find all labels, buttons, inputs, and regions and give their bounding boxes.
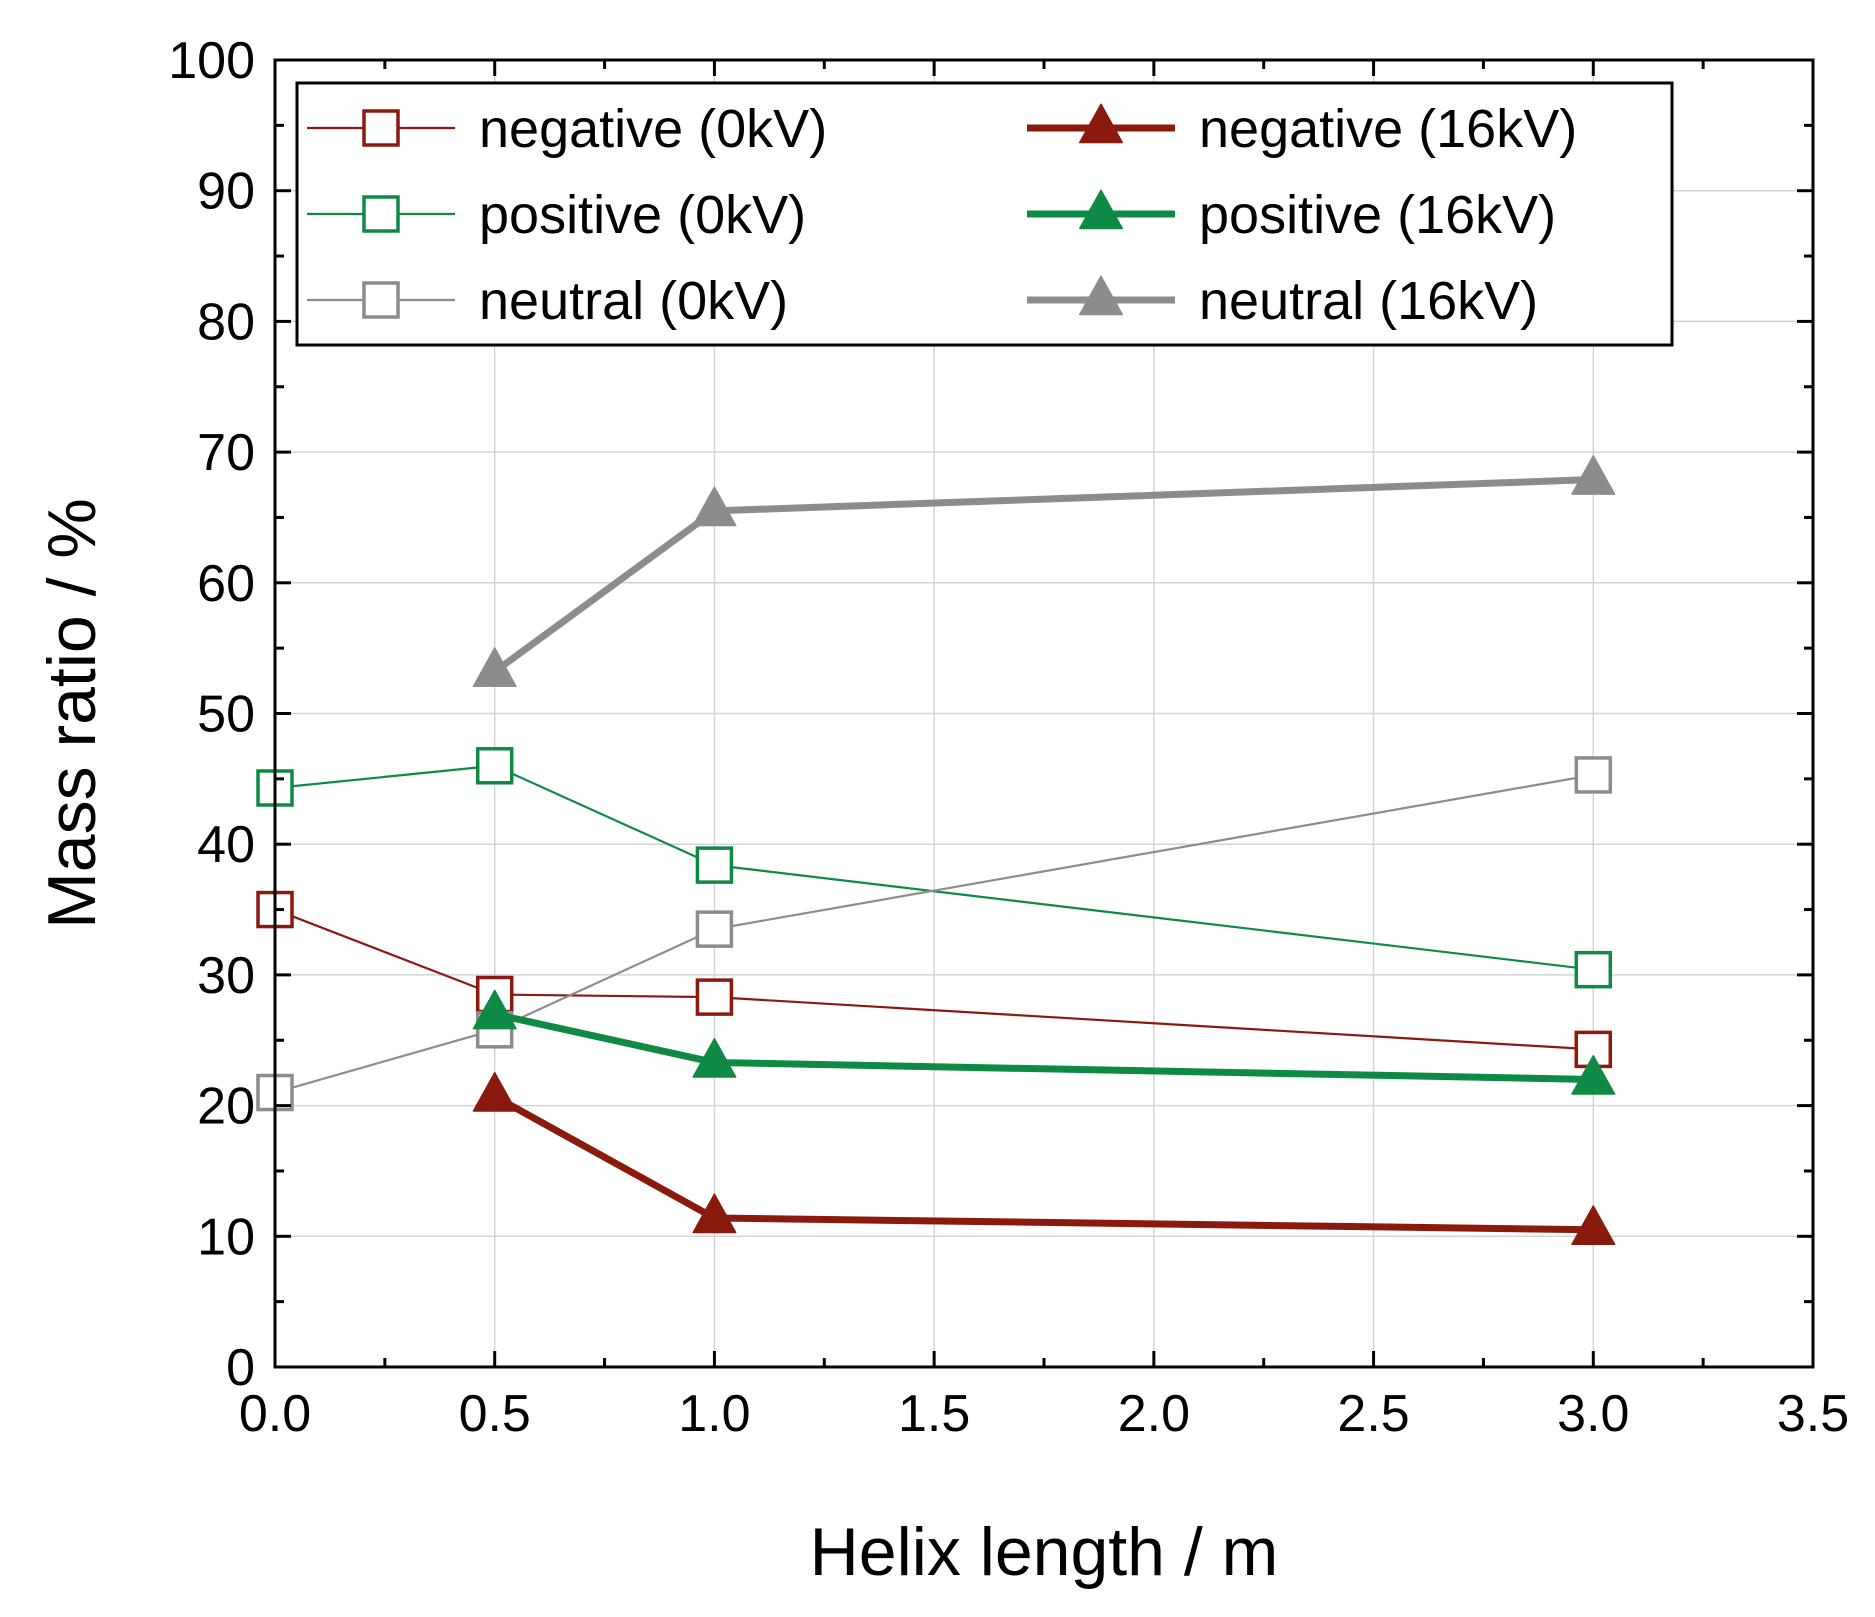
axes: 0.0 0.5 1.0 1.5 2.0 2.5 3.0 3.5 0 10 20 30 40 50 60 70 8… — [168, 32, 1849, 1443]
x-tick-label: 3.0 — [1557, 1385, 1629, 1443]
legend-item: negative (16kV) — [1027, 99, 1577, 159]
data-point — [692, 1038, 737, 1078]
series-5 — [472, 455, 1616, 687]
y-tick-label: 20 — [197, 1078, 255, 1136]
data-point — [475, 747, 514, 785]
legend-marker — [1079, 189, 1123, 230]
data-point — [472, 1071, 517, 1112]
data-point — [1574, 950, 1613, 989]
x-tick-label: 2.0 — [1118, 1385, 1190, 1443]
legend-label: positive (16kV) — [1199, 185, 1556, 245]
x-tick-label: 1.5 — [898, 1385, 970, 1443]
series-line — [493, 1010, 1594, 1083]
y-tick-label: 70 — [197, 424, 255, 482]
legend-label: negative (0kV) — [479, 99, 827, 159]
x-tick-label: 2.5 — [1337, 1385, 1409, 1443]
x-tick-label: 1.0 — [678, 1385, 750, 1443]
y-tick-label: 60 — [197, 555, 255, 613]
data-point — [472, 647, 517, 687]
series-1 — [256, 747, 1613, 989]
legend-item: neutral (0kV) — [307, 271, 788, 331]
legend-marker — [362, 109, 400, 147]
data-point — [1574, 756, 1613, 794]
legend-marker — [1079, 103, 1123, 144]
legend-item: neutral (16kV) — [1027, 271, 1538, 331]
legend-marker — [1079, 275, 1123, 316]
legend-marker — [362, 281, 400, 319]
legend-label: positive (0kV) — [479, 185, 806, 245]
data-point — [1571, 1205, 1616, 1246]
data-point — [692, 486, 737, 527]
series-3 — [472, 1071, 1616, 1246]
legend: negative (0kV) positive (0kV) neutral (0kV… — [295, 81, 1674, 347]
y-tick-label: 40 — [197, 816, 255, 874]
legend-item: positive (16kV) — [1027, 185, 1556, 245]
data-point — [695, 978, 734, 1016]
legend-item: negative (0kV) — [307, 99, 827, 159]
y-tick-label: 30 — [197, 947, 255, 1005]
legend-box — [295, 81, 1674, 347]
y-tick-label: 100 — [168, 32, 255, 90]
y-tick-label: 50 — [197, 686, 255, 744]
data-point — [472, 989, 517, 1030]
data-point — [695, 846, 734, 884]
y-tick-label: 90 — [197, 163, 255, 221]
series-line — [274, 908, 1594, 1051]
legend-label: negative (16kV) — [1199, 99, 1577, 159]
x-tick-label: 0.5 — [459, 1385, 531, 1443]
data-point — [692, 1193, 737, 1234]
y-axis-title: Mass ratio / % — [34, 498, 110, 929]
y-tick-label: 80 — [197, 293, 255, 351]
data-point — [695, 910, 734, 948]
legend-label: neutral (0kV) — [479, 271, 788, 331]
series-line — [492, 476, 1594, 675]
y-tick-label: 0 — [226, 1339, 255, 1397]
legend-label: neutral (16kV) — [1199, 271, 1538, 331]
legend-item: positive (0kV) — [307, 185, 806, 245]
x-tick-label: 0.0 — [239, 1385, 311, 1443]
data-point — [1571, 455, 1616, 495]
legend-marker — [362, 195, 400, 233]
data-point — [1571, 1054, 1616, 1095]
series-4 — [472, 989, 1616, 1095]
x-axis-title: Helix length / m — [810, 1514, 1279, 1590]
series-group — [256, 455, 1616, 1246]
series-line — [493, 1093, 1594, 1234]
series-line — [274, 773, 1594, 1094]
series-line — [274, 764, 1594, 971]
x-tick-label: 3.5 — [1777, 1385, 1849, 1443]
y-tick-label: 10 — [197, 1208, 255, 1266]
